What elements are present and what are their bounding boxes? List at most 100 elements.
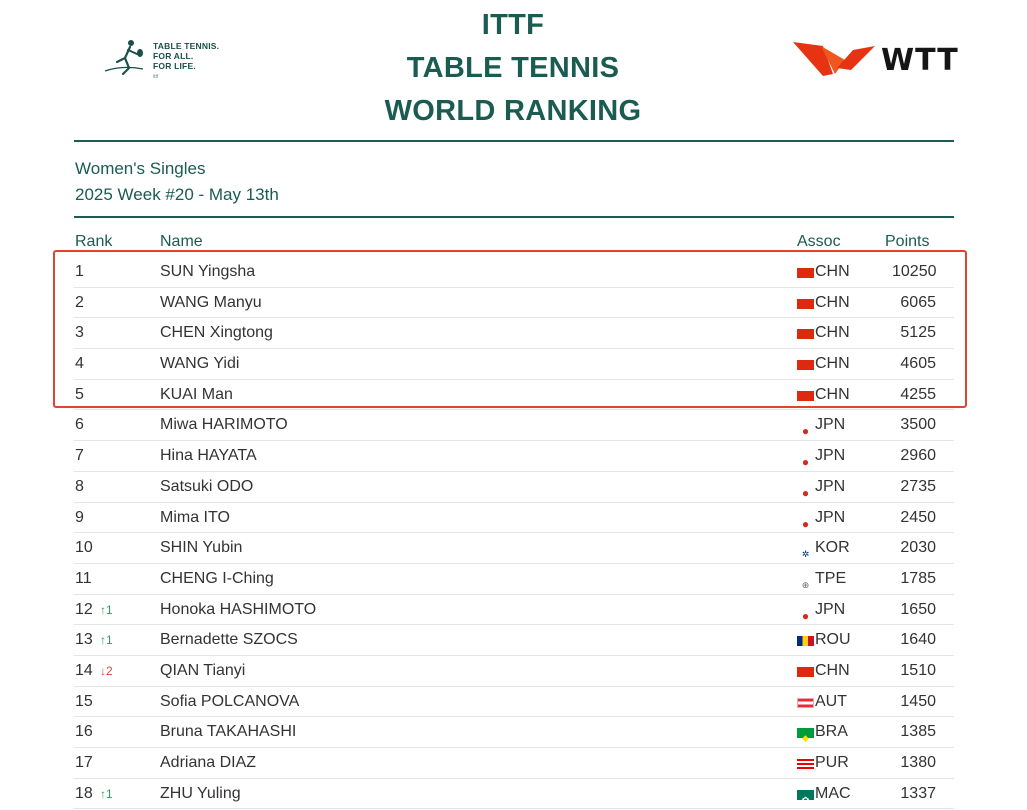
table-row: 11 CHENG I-Ching ⊕ TPE 1785 xyxy=(74,564,954,595)
page-header: TABLE TENNIS. FOR ALL. FOR LIFE. ittf IT… xyxy=(0,0,1027,140)
column-header-assoc: Assoc xyxy=(797,233,841,250)
column-header-rank: Rank xyxy=(75,233,113,250)
page-title: ITTF TABLE TENNIS WORLD RANKING xyxy=(330,4,696,133)
ittf-tagline-line-3: FOR LIFE. xyxy=(153,61,196,71)
table-row: 1 SUN Yingsha CHN 10250 xyxy=(74,257,954,288)
chn-flag-icon xyxy=(797,268,814,278)
wtt-logo: WTT xyxy=(793,40,963,82)
jpn-flag-icon: ● xyxy=(801,485,810,500)
points-cell: 3500 xyxy=(900,416,936,434)
rank-cell: 5 xyxy=(75,385,84,403)
week-label: 2025 Week #20 - May 13th xyxy=(75,185,279,204)
divider-top xyxy=(74,140,954,142)
chn-flag-icon xyxy=(797,360,814,371)
points-cell: 4605 xyxy=(900,355,936,373)
ittf-player-icon xyxy=(104,40,144,76)
association-code: KOR xyxy=(815,539,850,557)
points-cell: 1385 xyxy=(900,723,936,741)
rank-cell: 11 xyxy=(75,569,92,587)
player-name: Bruna TAKAHASHI xyxy=(160,723,297,741)
ittf-tagline-line-2: FOR ALL. xyxy=(153,51,194,61)
association-code: JPN xyxy=(815,477,846,495)
chn-flag-icon xyxy=(797,390,814,401)
association-code: JPN xyxy=(815,508,846,526)
table-row: 9 Mima ITO ● JPN 2450 xyxy=(74,503,954,534)
points-cell: 5125 xyxy=(900,324,936,342)
rank-cell: 9 xyxy=(75,508,84,526)
association-code: MAC xyxy=(815,784,851,802)
table-row: 17 Adriana DIAZ PUR 1380 xyxy=(74,748,954,779)
table-row: 3 CHEN Xingtong CHN 5125 xyxy=(74,318,954,350)
rou-flag-icon xyxy=(797,636,814,647)
jpn-flag-icon: ● xyxy=(801,424,810,439)
rank-change-indicator: ↓2 xyxy=(100,663,113,678)
points-cell: 2450 xyxy=(900,508,936,526)
association-code: TPE xyxy=(815,569,847,587)
title-line-3: WORLD RANKING xyxy=(384,95,642,127)
rank-cell: 8 xyxy=(75,477,84,495)
rank-change-indicator: ↑1 xyxy=(100,633,113,648)
points-cell: 1450 xyxy=(900,692,936,710)
player-name: KUAI Man xyxy=(160,385,233,403)
points-cell: 1650 xyxy=(900,600,936,618)
jpn-flag-icon: ● xyxy=(801,455,810,470)
points-cell: 1510 xyxy=(900,661,936,679)
association-code: JPN xyxy=(815,600,846,618)
ranking-subtitle: Women's Singles 2025 Week #20 - May 13th xyxy=(75,156,279,208)
player-name: QIAN Tianyi xyxy=(160,661,246,679)
table-row: 5 KUAI Man CHN 4255 xyxy=(74,380,954,411)
points-cell: 1380 xyxy=(900,754,936,771)
player-name: Hina HAYATA xyxy=(160,447,257,465)
rank-cell: 18 xyxy=(75,784,93,802)
rank-cell: 2 xyxy=(75,293,84,311)
divider-bottom xyxy=(74,216,954,218)
points-cell: 4255 xyxy=(900,385,936,403)
table-row: 10 SHIN Yubin ✲ KOR 2030 xyxy=(74,533,954,564)
wtt-wordmark: WTT xyxy=(881,43,959,78)
table-row: 12 ↑1 Honoka HASHIMOTO ● JPN 1650 xyxy=(74,595,954,626)
rank-cell: 13 xyxy=(75,631,93,649)
top-five-highlight-box xyxy=(53,250,967,408)
player-name: WANG Manyu xyxy=(160,293,262,311)
chn-flag-icon xyxy=(797,329,814,340)
rank-change-indicator: ↑1 xyxy=(100,602,113,617)
rank-cell: 10 xyxy=(75,539,93,557)
bra-flag-icon: ◆ xyxy=(797,728,814,743)
player-name: WANG Yidi xyxy=(160,355,240,373)
association-code: ROU xyxy=(815,631,851,649)
rank-cell: 1 xyxy=(75,263,84,280)
rank-cell: 7 xyxy=(75,447,84,465)
wtt-wing-icon xyxy=(793,42,875,76)
association-code: BRA xyxy=(815,723,848,741)
association-code: JPN xyxy=(815,416,846,434)
points-cell: 2735 xyxy=(900,477,936,495)
ittf-brand-mark: ittf xyxy=(153,74,159,80)
player-name: CHENG I-Ching xyxy=(160,569,274,587)
ittf-logo: TABLE TENNIS. FOR ALL. FOR LIFE. ittf xyxy=(103,38,253,84)
association-code: JPN xyxy=(815,447,846,465)
category-label: Women's Singles xyxy=(75,159,206,178)
points-cell: 6065 xyxy=(900,293,936,311)
points-cell: 1640 xyxy=(900,631,936,649)
association-code: CHN xyxy=(815,661,850,679)
title-line-1: ITTF xyxy=(481,9,545,41)
points-cell: 10250 xyxy=(892,263,937,280)
ittf-tagline-line-1: TABLE TENNIS. xyxy=(153,41,220,51)
points-cell: 1785 xyxy=(900,569,936,587)
player-name: ZHU Yuling xyxy=(160,784,241,802)
player-name: SUN Yingsha xyxy=(160,263,256,280)
player-name: Sofia POLCANOVA xyxy=(160,692,300,710)
rank-cell: 6 xyxy=(75,416,84,434)
rank-cell: 16 xyxy=(75,723,93,741)
rank-cell: 3 xyxy=(75,324,84,342)
jpn-flag-icon: ● xyxy=(801,516,810,531)
table-row: 2 WANG Manyu CHN 6065 xyxy=(74,288,954,319)
rank-change-indicator: ↑1 xyxy=(100,786,113,801)
table-row: 13 ↑1 Bernadette SZOCS ROU 1640 xyxy=(74,625,954,656)
association-code: CHN xyxy=(815,385,850,403)
title-line-2: TABLE TENNIS xyxy=(406,52,620,84)
table-row: 18 ↑1 ZHU Yuling ✿ MAC 1337 xyxy=(74,779,954,810)
rank-cell: 14 xyxy=(75,661,93,679)
player-name: Bernadette SZOCS xyxy=(160,631,298,649)
chn-flag-icon xyxy=(797,298,814,309)
